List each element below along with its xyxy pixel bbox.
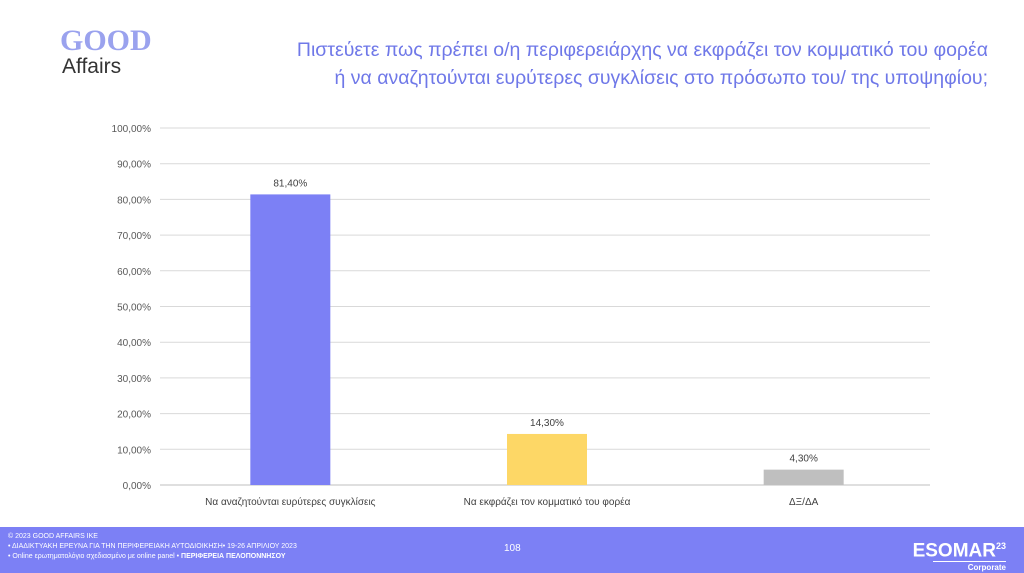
bar [763, 469, 844, 485]
data-label: 4,30% [789, 454, 817, 465]
region-name: ΠΕΡΙΦΕΡΕΙΑ ΠΕΛΟΠΟΝΝΗΣΟΥ [181, 553, 286, 560]
title-line-1: Πιστεύετε πως πρέπει ο/η περιφερειάρχης … [296, 39, 988, 61]
data-label: 14,30% [530, 418, 564, 429]
esomar-corporate: Corporate [932, 561, 1006, 572]
logo-affairs: Affairs [62, 55, 122, 78]
bar [507, 433, 587, 485]
method-info: • Online ερωτηματολόγιο σχεδιασμένο με o… [8, 553, 180, 560]
data-label: 81,40% [273, 178, 307, 189]
esomar-text: ESOMAR [912, 540, 996, 562]
title-line-2: ή να αναζητούνται ευρύτερες συγκλίσεις σ… [334, 67, 988, 89]
page-number: 108 [504, 543, 521, 554]
esomar-sup: 23 [995, 541, 1006, 551]
chart-title: Πιστεύετε πως πρέπει ο/η περιφερειάρχης … [168, 36, 988, 92]
y-tick-label: 100,00% [112, 124, 152, 135]
y-tick-label: 20,00% [117, 410, 151, 421]
x-tick-label: ΔΞ/ΔΑ [789, 497, 819, 508]
y-tick-label: 70,00% [117, 231, 151, 242]
y-tick-label: 50,00% [117, 303, 151, 314]
y-tick-label: 30,00% [117, 374, 151, 385]
y-tick-label: 90,00% [117, 160, 151, 171]
esomar-logo: ESOMAR23 Corporate [913, 536, 1006, 572]
bar [250, 194, 331, 486]
footer-text: © 2023 GOOD AFFAIRS IKE • ΔΙΑΔΙΚΤΥΑΚΗ ΕΡ… [8, 532, 297, 562]
y-tick-label: 10,00% [117, 445, 151, 456]
x-tick-label: Να εκφράζει τον κομματικό του φορέα [464, 496, 631, 508]
copyright: © 2023 GOOD AFFAIRS IKE [8, 533, 98, 540]
x-tick-label: Να αναζητούνται ευρύτερες συγκλίσεις [205, 496, 376, 508]
bar-chart: 0,00% 10,00% 20,00% 30,00% 40,00% 50,00% 60,00… [112, 124, 930, 508]
logo-good: GOOD [60, 24, 152, 57]
good-affairs-logo: GOOD Affairs [60, 26, 152, 78]
footer: © 2023 GOOD AFFAIRS IKE • ΔΙΑΔΙΚΤΥΑΚΗ ΕΡ… [0, 527, 1024, 573]
y-tick-label: 0,00% [123, 481, 151, 492]
y-tick-label: 80,00% [117, 195, 151, 206]
y-tick-label: 60,00% [117, 267, 151, 278]
survey-info: • ΔΙΑΔΙΚΤΥΑΚΗ ΕΡΕΥΝΑ ΓΙΑ ΤΗΝ ΠΕΡΙΦΕΡΕΙΑΚ… [8, 543, 297, 550]
y-tick-label: 40,00% [117, 338, 151, 349]
